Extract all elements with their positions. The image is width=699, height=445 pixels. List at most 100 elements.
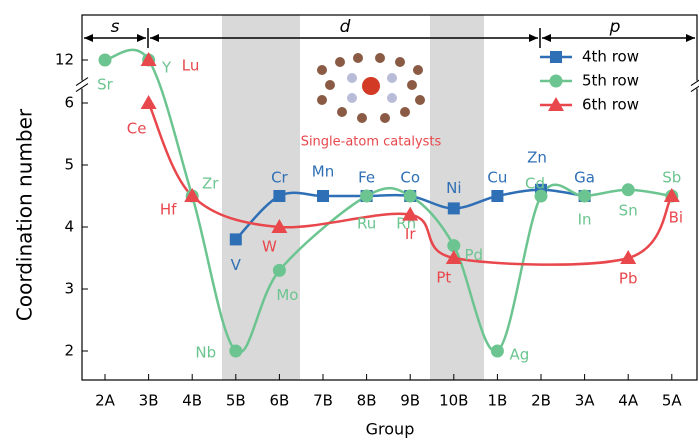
series-line bbox=[104, 48, 150, 62]
y-tick-label: 4 bbox=[64, 218, 74, 236]
x-tick-label: 2A bbox=[95, 392, 116, 410]
point-label: Ni bbox=[446, 179, 461, 197]
x-tick-label: 4B bbox=[182, 392, 202, 410]
data-point bbox=[140, 95, 157, 109]
point-label: Fe bbox=[358, 169, 375, 187]
region-label: s bbox=[111, 17, 120, 37]
x-tick-label: 1B bbox=[487, 392, 507, 410]
data-point bbox=[620, 250, 637, 264]
point-label: Zn bbox=[527, 148, 547, 166]
data-point bbox=[445, 250, 462, 264]
data-point bbox=[578, 189, 592, 203]
series-line bbox=[628, 188, 672, 198]
x-tick-label: 3A bbox=[575, 392, 596, 410]
point-label: Hf bbox=[160, 201, 177, 219]
point-label: V bbox=[231, 256, 242, 274]
data-point bbox=[272, 263, 286, 277]
point-label: Zr bbox=[202, 175, 219, 193]
shade-band bbox=[222, 15, 300, 380]
point-label: Y bbox=[161, 59, 172, 77]
legend-marker bbox=[549, 74, 563, 88]
point-label: In bbox=[578, 211, 592, 229]
point-label: Cr bbox=[271, 169, 288, 187]
series-line bbox=[278, 194, 368, 272]
arrow-heads bbox=[84, 34, 695, 42]
point-label: Pt bbox=[436, 269, 451, 287]
x-tick-label: 6B bbox=[269, 392, 289, 410]
data-point bbox=[403, 189, 417, 203]
series-line bbox=[584, 188, 629, 198]
x-tick-label: 5A bbox=[662, 392, 683, 410]
x-tick-label: 7B bbox=[313, 392, 333, 410]
x-tick-label: 3B bbox=[139, 392, 159, 410]
point-label: Sn bbox=[619, 201, 638, 219]
x-axis-label: Group bbox=[366, 420, 415, 439]
point-label: Mo bbox=[276, 286, 298, 304]
data-point bbox=[621, 183, 635, 197]
axis-break-gap bbox=[78, 80, 86, 89]
axis-break-mark bbox=[690, 79, 699, 87]
data-point bbox=[273, 190, 286, 202]
series-line bbox=[147, 59, 194, 197]
legend-label: 5th row bbox=[582, 72, 639, 90]
region-label: p bbox=[609, 17, 621, 37]
point-label: Lu bbox=[182, 57, 200, 75]
point-label: Sr bbox=[97, 76, 114, 94]
x-tick-label: 10B bbox=[439, 392, 468, 410]
series-line bbox=[409, 213, 455, 260]
point-label: Ru bbox=[357, 215, 376, 233]
axis-break-mark bbox=[690, 85, 699, 93]
point-label: W bbox=[262, 238, 277, 256]
x-tick-label: 4A bbox=[618, 392, 639, 410]
data-point bbox=[140, 52, 157, 66]
data-point bbox=[360, 189, 374, 203]
legend-marker bbox=[548, 97, 564, 111]
region-arrows bbox=[84, 28, 695, 48]
data-point bbox=[534, 189, 548, 203]
point-label: Nb bbox=[195, 344, 216, 362]
data-point bbox=[491, 190, 504, 202]
region-label: d bbox=[340, 17, 351, 37]
series-line bbox=[453, 256, 629, 266]
point-label: Ga bbox=[574, 169, 595, 187]
plot-frame bbox=[81, 14, 698, 381]
y-tick-label: 5 bbox=[64, 156, 74, 174]
point-label: Pd bbox=[465, 246, 484, 264]
data-point bbox=[271, 219, 288, 233]
inset-caption: Single-atom catalysts bbox=[301, 135, 442, 150]
y-tick-label: 12 bbox=[55, 51, 74, 69]
point-label: Pb bbox=[619, 270, 638, 288]
x-tick-label: 8B bbox=[357, 392, 377, 410]
data-point bbox=[663, 188, 680, 202]
data-point bbox=[229, 233, 242, 246]
point-label: Ce bbox=[127, 120, 147, 138]
point-label: Ag bbox=[510, 346, 530, 364]
series-line bbox=[279, 212, 411, 229]
series-line bbox=[366, 193, 411, 198]
inset-molecule bbox=[317, 53, 425, 123]
x-tick-label: 2B bbox=[531, 392, 551, 410]
axis-break-mark bbox=[75, 77, 89, 87]
data-point bbox=[229, 344, 243, 358]
series-line bbox=[147, 102, 194, 197]
data-point bbox=[447, 239, 461, 253]
point-label: Ir bbox=[405, 225, 416, 243]
point-label: Co bbox=[400, 169, 420, 187]
axis-break-gap bbox=[693, 80, 699, 89]
series-line bbox=[496, 195, 543, 353]
point-label: Sb bbox=[662, 169, 681, 187]
legend-marker bbox=[550, 51, 562, 63]
point-label: Bi bbox=[669, 209, 683, 227]
data-point bbox=[184, 188, 201, 202]
point-label: Cd bbox=[525, 175, 545, 193]
y-axis-label: Coordination number bbox=[13, 108, 37, 321]
y-tick-label: 3 bbox=[64, 280, 74, 298]
series-line bbox=[191, 195, 237, 352]
data-point bbox=[402, 206, 419, 221]
legend-label: 4th row bbox=[582, 48, 639, 66]
shade-band bbox=[430, 15, 484, 380]
x-tick-label: 9B bbox=[400, 392, 420, 410]
y-tick-label: 6 bbox=[64, 94, 74, 112]
